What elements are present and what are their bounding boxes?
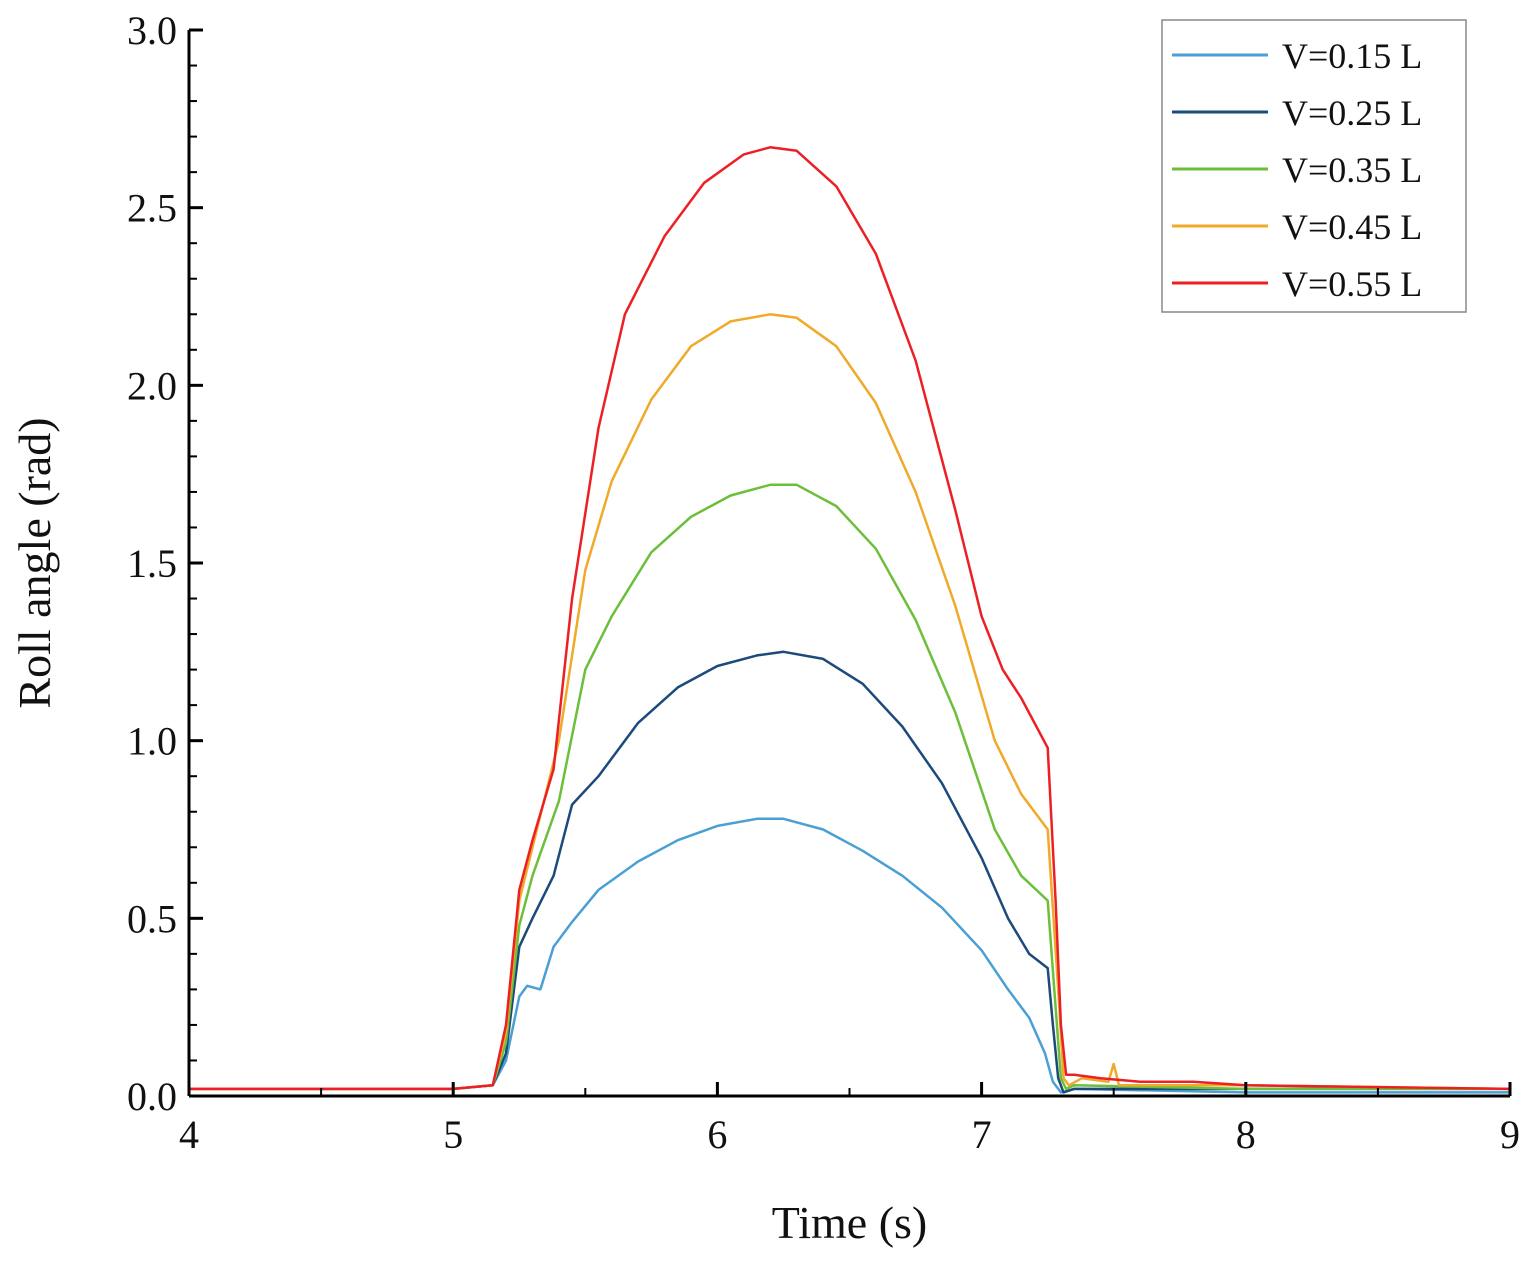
series-line-5	[189, 146, 1511, 1091]
y-tick-label: 2.5	[127, 186, 177, 231]
y-tick-label: 0.0	[127, 1074, 177, 1119]
legend-label: V=0.45 L	[1282, 207, 1422, 247]
legend-label: V=0.25 L	[1282, 93, 1422, 133]
x-tick-label: 7	[972, 1112, 992, 1157]
series-layer	[189, 146, 1511, 1094]
legend-label: V=0.15 L	[1282, 36, 1422, 76]
y-tick-label: 3.0	[127, 8, 177, 53]
series-line-2	[189, 650, 1510, 1094]
legend: V=0.15 L V=0.25 L V=0.35 L V=0.45 L V=0.55 L	[1161, 19, 1467, 313]
x-tick-label: 5	[443, 1112, 463, 1157]
series-line-1	[189, 817, 1510, 1094]
ticks-layer: 0.0 0.5 1.0 1.5 2.0 2.5 3.0 4 5 6 7 8 9	[127, 8, 1520, 1157]
x-tick-label: 8	[1236, 1112, 1256, 1157]
y-axis-title: Roll angle (rad)	[9, 417, 60, 708]
y-tick-label: 1.5	[127, 541, 177, 586]
y-tick-label: 2.0	[127, 363, 177, 408]
y-tick-label: 0.5	[127, 896, 177, 941]
x-tick-label: 9	[1500, 1112, 1520, 1157]
series-line-3	[189, 483, 1510, 1091]
x-tick-label: 6	[707, 1112, 727, 1157]
legend-label: V=0.55 L	[1282, 264, 1422, 304]
series-line-4	[189, 313, 1511, 1091]
legend-box	[1161, 19, 1467, 313]
legend-label: V=0.35 L	[1282, 150, 1422, 190]
y-tick-label: 1.0	[127, 719, 177, 764]
x-tick-label: 4	[179, 1112, 199, 1157]
x-axis-title: Time (s)	[772, 1197, 928, 1248]
